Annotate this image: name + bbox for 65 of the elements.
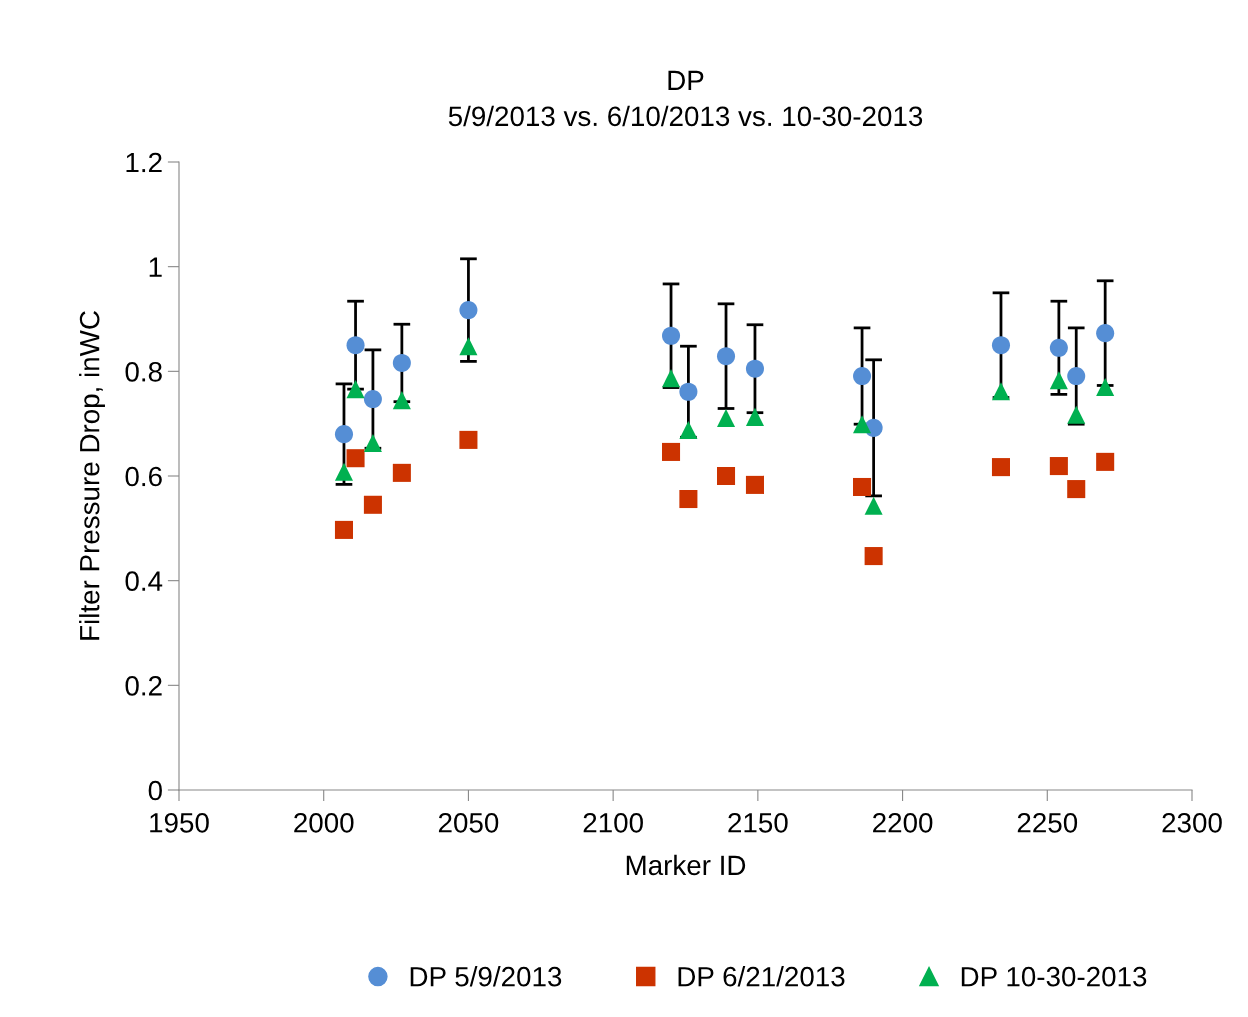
point xyxy=(716,466,736,486)
point xyxy=(392,353,411,372)
point xyxy=(745,407,764,426)
point xyxy=(662,442,681,461)
point xyxy=(459,337,478,356)
point xyxy=(334,462,353,481)
point xyxy=(864,547,883,566)
point xyxy=(864,496,883,515)
point xyxy=(363,390,382,409)
y-tick-label: 0.8 xyxy=(125,362,162,382)
legend-label: DP 10-30-2013 xyxy=(961,966,1147,987)
x-tick-label: 1950 xyxy=(150,812,209,833)
legend-label: DP 6/21/2013 xyxy=(678,966,845,987)
point xyxy=(679,490,698,509)
point xyxy=(991,336,1011,355)
point xyxy=(1067,405,1086,424)
point xyxy=(346,449,365,468)
point xyxy=(1049,371,1068,390)
x-tick-label: 2150 xyxy=(728,812,788,833)
y-tick-label: 0.2 xyxy=(125,676,162,696)
point xyxy=(716,408,736,427)
point xyxy=(716,347,736,366)
x-tick-label: 2000 xyxy=(294,812,354,833)
point xyxy=(334,520,353,539)
point xyxy=(853,367,872,386)
x-tick-label: 2050 xyxy=(438,812,499,833)
point xyxy=(392,391,411,410)
point xyxy=(392,463,411,482)
y-tick-label: 1 xyxy=(149,257,162,277)
point xyxy=(459,430,478,449)
point xyxy=(853,477,872,497)
chart-title: DP 5/9/2013 vs. 6/10/2013 vs. 10-30-2013 xyxy=(448,70,923,127)
x-tick-label: 2300 xyxy=(1162,812,1222,833)
x-tick-label: 2250 xyxy=(1017,812,1078,833)
point xyxy=(1049,457,1068,476)
x-tick-label: 2100 xyxy=(583,812,643,833)
point xyxy=(662,369,681,388)
point xyxy=(346,380,365,399)
point xyxy=(334,425,353,444)
y-tick-label: 0.4 xyxy=(125,571,163,592)
point xyxy=(745,475,764,494)
legend-label: DP 5/9/2013 xyxy=(410,966,562,987)
point xyxy=(363,434,382,453)
y-tick-label: 0 xyxy=(148,780,162,801)
point xyxy=(1096,452,1115,471)
y-tick-label: 0.6 xyxy=(125,466,162,487)
point xyxy=(679,382,698,401)
point xyxy=(662,326,681,345)
point xyxy=(1067,480,1086,499)
point xyxy=(1067,367,1086,386)
point xyxy=(1096,324,1115,343)
point xyxy=(363,495,382,514)
point xyxy=(459,301,478,320)
point xyxy=(991,382,1011,401)
point xyxy=(1049,338,1068,357)
x-axis-title: Marker ID xyxy=(626,854,746,876)
point xyxy=(1096,378,1115,397)
point xyxy=(346,336,365,355)
point xyxy=(679,420,698,439)
x-tick-label: 2200 xyxy=(873,812,933,833)
y-axis-title: Filter Pressure Drop, inWC xyxy=(79,311,105,640)
point xyxy=(853,415,872,434)
point xyxy=(745,359,764,378)
y-tick-label: 1.2 xyxy=(126,152,162,173)
point xyxy=(991,458,1011,477)
